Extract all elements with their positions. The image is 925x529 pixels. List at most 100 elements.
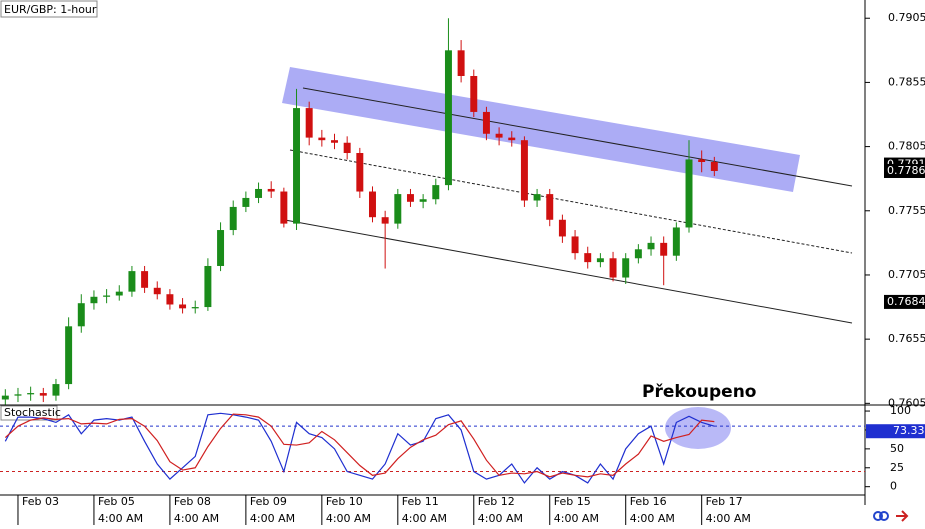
candle-body [369,191,376,218]
candle-body [153,287,161,295]
candle-body [52,384,60,396]
candle-body [647,242,655,250]
candle-body [558,219,566,237]
y-tick-label: 100 [890,404,911,417]
candle-body [14,394,22,396]
candle-body [115,291,123,296]
price-marker-label: 0.7786 [887,164,925,177]
candle-body [495,133,503,138]
candle-body [318,137,326,141]
channel-upper [302,87,853,187]
candle-body [444,50,452,186]
candle-body [331,140,338,143]
resistance-band [282,67,800,192]
x-tick-label: Feb 15 [554,495,591,508]
x-tick-label: Feb 05 [98,495,135,508]
value-marker-box [866,424,925,439]
indicator-title: Stochastic [4,406,61,419]
candle-body [305,108,313,138]
candle-body [267,188,275,192]
candle-body [77,303,85,327]
x-time-label: 4:00 AM [326,512,371,525]
x-time-label: 4:00 AM [478,512,523,525]
chart-title: EUR/GBP: 1-hour [4,3,97,16]
candle-body [571,236,579,254]
x-time-label: 4:00 AM [174,512,219,525]
candle-body [394,194,402,224]
candle-body [27,393,35,395]
y-tick-label: 50 [890,442,904,455]
x-tick-label: Feb 03 [22,495,59,508]
x-tick-label: Feb 08 [174,495,211,508]
candle-body [343,142,351,154]
candle-body [103,295,111,297]
x-tick-label: Feb 12 [478,495,515,508]
y-tick-label: 0.7855 [888,75,925,88]
y-tick-label: 0 [890,480,897,493]
candle-body [660,242,668,256]
x-tick-label: Feb 09 [250,495,287,508]
overbought-highlight [665,407,731,449]
y-tick-label: 0.7805 [888,140,925,153]
candle-body [596,258,604,263]
candle-body [672,227,680,256]
candle-body [191,307,199,309]
x-tick-label: Feb 10 [326,495,363,508]
x-time-label: 4:00 AM [706,512,751,525]
candle-body [406,194,414,202]
link-icon[interactable] [879,511,889,521]
x-time-label: 4:00 AM [554,512,599,525]
candle-body [293,108,301,224]
price-marker-box [884,163,925,178]
candle-body [634,249,642,259]
candle-body [520,140,528,201]
candle-body [356,153,364,192]
nav-icons[interactable] [873,510,909,522]
channel-mid [289,149,853,254]
candle-body [546,194,554,220]
candle-body [584,253,592,263]
price-marker-label: 0.7684 [887,295,925,308]
candle-body [685,159,693,228]
candle-body [141,271,149,288]
candle-body [508,137,516,141]
arrow-icon[interactable] [896,510,909,522]
candle-body [128,271,136,292]
candle-body [217,230,225,266]
candle-body [65,326,73,385]
candle-body [242,197,250,207]
stochastic-line [4,413,715,478]
x-time-label: 4:00 AM [402,512,447,525]
candle-body [432,185,440,200]
price-marker-box [884,294,925,309]
candle-body [179,304,187,309]
y-tick-label: 0.7755 [888,204,925,217]
candle-body [609,258,617,278]
link-icon[interactable] [873,511,883,521]
candle-body [90,296,98,304]
channel-lower [284,219,853,324]
candle-body [419,199,427,202]
y-tick-label: 0.7705 [888,268,925,281]
candle-body [1,395,9,400]
candle-body [280,191,288,224]
candle-body [457,50,465,76]
x-time-label: 4:00 AM [98,512,143,525]
x-tick-label: Feb 11 [402,495,439,508]
candle-body [229,206,237,231]
indicator-box [0,405,58,421]
candle-body [482,111,490,134]
value-marker-label: 73.33 [893,424,925,437]
y-tick-label: 0.7905 [888,11,925,24]
y-tick-label: 0.7605 [888,396,925,409]
candle-body [533,194,541,201]
y-tick-label: 0.7655 [888,332,925,345]
annotation: Překoupeno [642,382,756,402]
x-time-label: 4:00 AM [630,512,675,525]
x-time-label: 4:00 AM [250,512,295,525]
x-tick-label: Feb 17 [706,495,743,508]
x-tick-label: Feb 16 [630,495,667,508]
candle-body [204,265,212,308]
candle-body [698,159,706,162]
